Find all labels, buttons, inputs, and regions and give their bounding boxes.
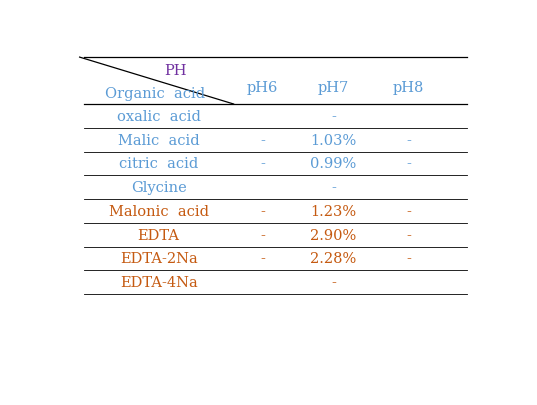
Text: EDTA: EDTA bbox=[137, 228, 180, 242]
Text: Malic  acid: Malic acid bbox=[118, 133, 200, 147]
Text: -: - bbox=[406, 133, 411, 147]
Text: EDTA-2Na: EDTA-2Na bbox=[120, 252, 198, 266]
Text: -: - bbox=[406, 157, 411, 171]
Text: -: - bbox=[331, 275, 336, 290]
Text: Malonic  acid: Malonic acid bbox=[108, 205, 209, 218]
Text: 0.99%: 0.99% bbox=[310, 157, 357, 171]
Text: -: - bbox=[260, 133, 265, 147]
Text: -: - bbox=[260, 252, 265, 266]
Text: pH8: pH8 bbox=[393, 81, 424, 94]
Text: -: - bbox=[406, 228, 411, 242]
Text: 1.03%: 1.03% bbox=[310, 133, 357, 147]
Text: -: - bbox=[331, 181, 336, 195]
Text: -: - bbox=[331, 110, 336, 124]
Text: oxalic  acid: oxalic acid bbox=[117, 110, 201, 124]
Text: PH: PH bbox=[164, 64, 186, 77]
Text: pH6: pH6 bbox=[247, 81, 278, 94]
Text: 2.28%: 2.28% bbox=[310, 252, 357, 266]
Text: citric  acid: citric acid bbox=[119, 157, 198, 171]
Text: Organic  acid: Organic acid bbox=[105, 87, 205, 101]
Text: -: - bbox=[260, 157, 265, 171]
Text: 1.23%: 1.23% bbox=[310, 205, 357, 218]
Text: -: - bbox=[406, 252, 411, 266]
Text: EDTA-4Na: EDTA-4Na bbox=[120, 275, 198, 290]
Text: Glycine: Glycine bbox=[131, 181, 186, 195]
Text: -: - bbox=[406, 205, 411, 218]
Text: pH7: pH7 bbox=[318, 81, 349, 94]
Text: 2.90%: 2.90% bbox=[310, 228, 357, 242]
Text: -: - bbox=[260, 205, 265, 218]
Text: -: - bbox=[260, 228, 265, 242]
